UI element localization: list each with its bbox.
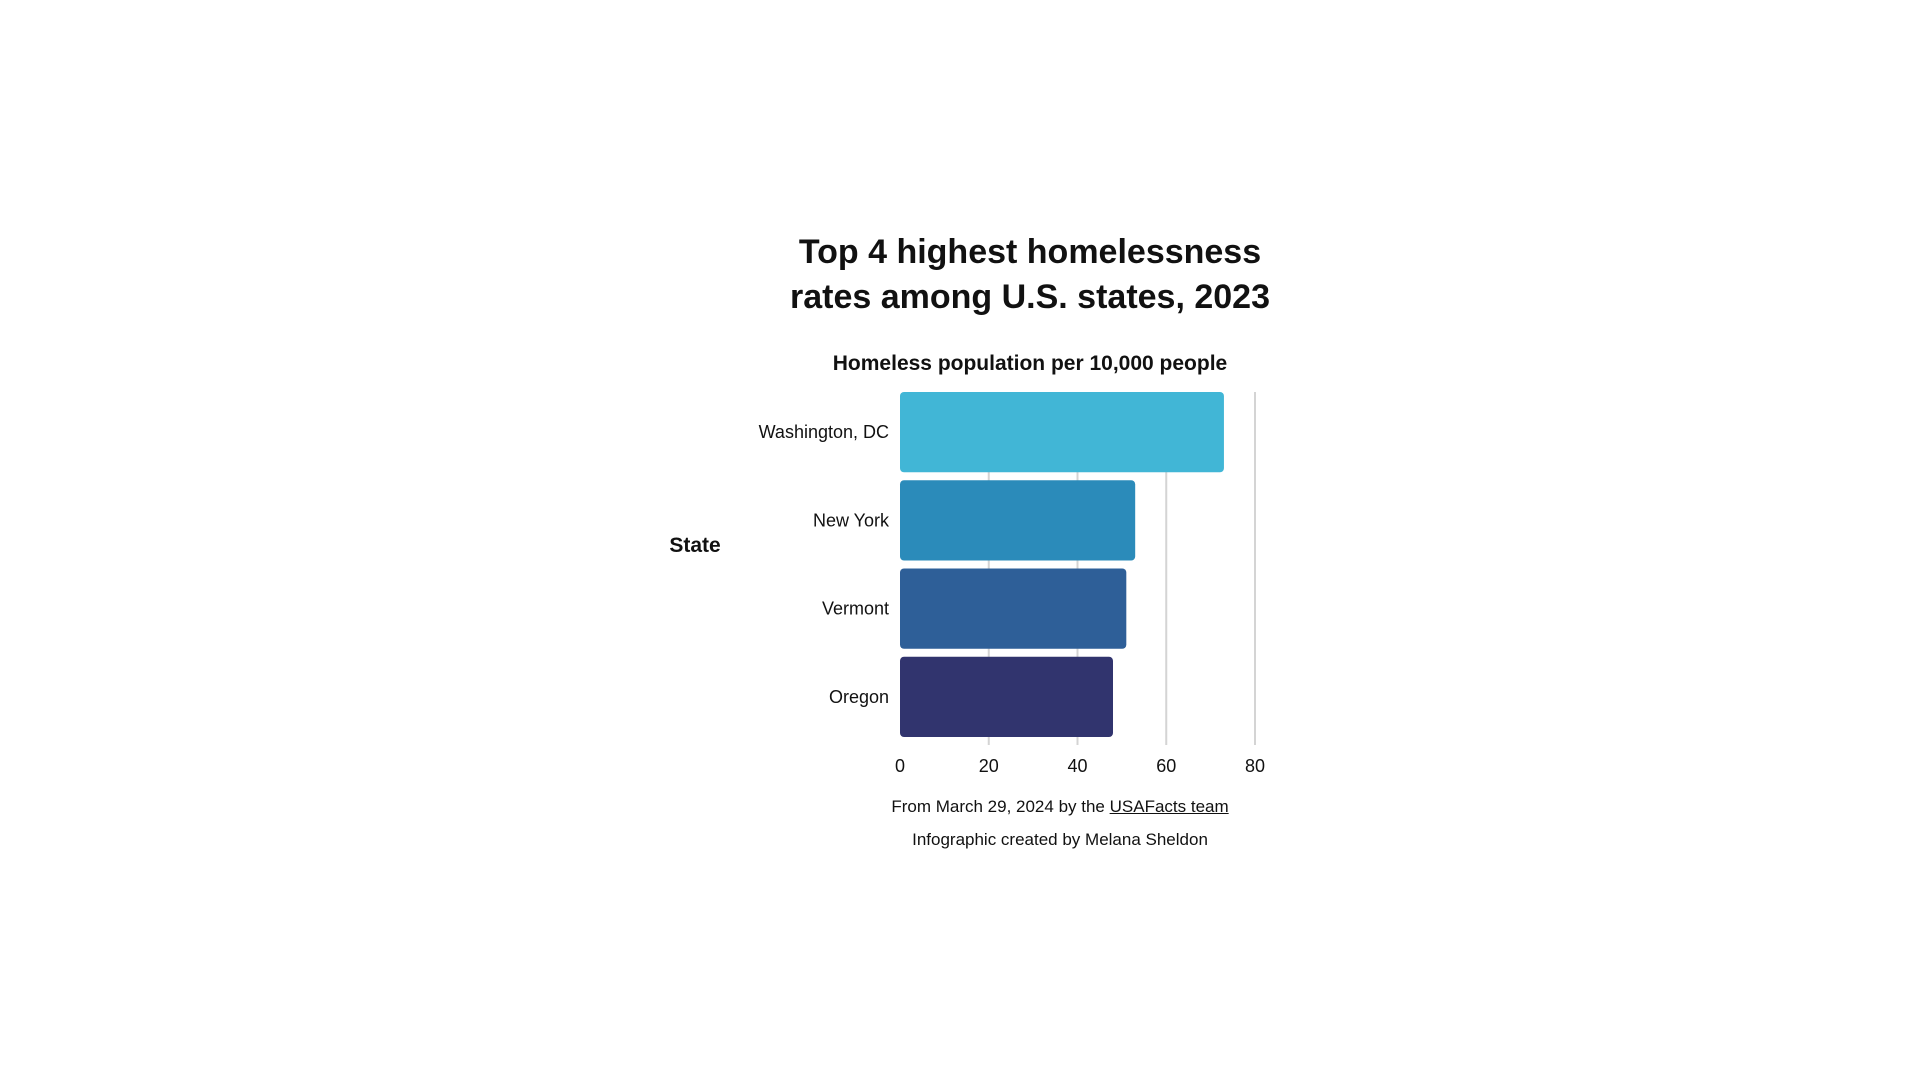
x-tick-label: 60	[1156, 756, 1176, 776]
chart-title: Top 4 highest homelessness rates among U…	[760, 230, 1300, 320]
chart-title-line-1: Top 4 highest homelessness	[798, 233, 1262, 271]
x-tick-label: 20	[979, 756, 999, 776]
category-label: Vermont	[822, 599, 889, 619]
x-tick-label: 0	[895, 756, 905, 776]
source-note: From March 29, 2024 by the USAFacts team	[860, 797, 1260, 817]
x-tick-label: 80	[1245, 756, 1265, 776]
source-link[interactable]: USAFacts team	[1109, 797, 1229, 816]
chart-subtitle: Homeless population per 10,000 people	[832, 352, 1228, 375]
credit-note: Infographic created by Melana Sheldon	[912, 830, 1208, 849]
chart-title-line-2: rates among U.S. states, 2023	[789, 278, 1270, 316]
bar	[900, 656, 1113, 737]
category-label: Oregon	[829, 687, 889, 707]
source-prefix: From March 29, 2024 by the	[891, 797, 1110, 816]
bar	[900, 392, 1224, 473]
x-tick-label: 40	[1067, 756, 1087, 776]
y-axis-title: State	[669, 534, 721, 557]
category-label: New York	[813, 510, 890, 530]
bar	[900, 480, 1136, 561]
bar	[900, 568, 1127, 649]
category-label: Washington, DC	[759, 422, 889, 442]
